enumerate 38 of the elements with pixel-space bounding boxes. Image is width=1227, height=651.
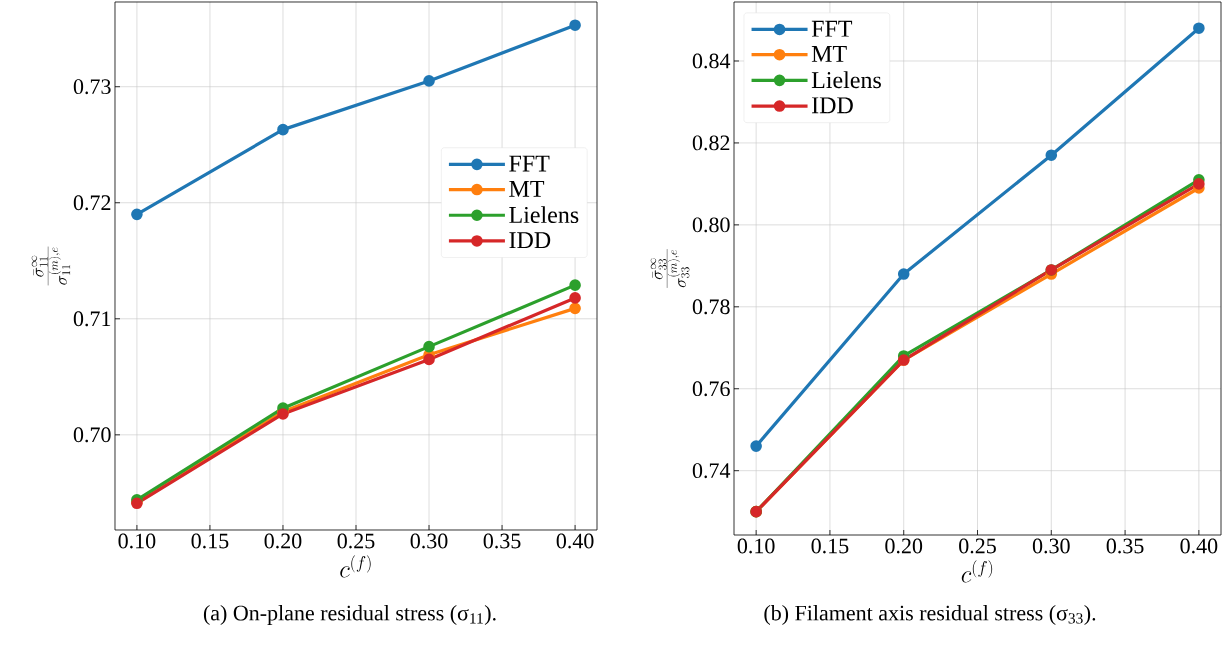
y-tick-label: 0.71 [73,311,111,327]
x-tick-label: 0.40 [1180,538,1218,554]
y-axis-title: $\frac{\bar{\sigma}_{11}^{\infty}}{\sigma_{11}^{(m),e}}$ [31,246,71,286]
x-tick-label: 0.15 [191,533,229,549]
legend-label: MT [811,46,847,62]
x-tick-label: 0.10 [737,538,775,554]
y-tick-label: 0.84 [692,53,731,69]
x-tick-label: 0.10 [118,533,156,549]
y-tick-label: 0.73 [73,79,111,95]
legend-label: MT [509,180,545,197]
text: (a) On-plane residual stress (σ$_{11}$). [203,605,496,625]
x-tick-label: 0.30 [1032,538,1070,554]
legend-label: IDD [812,97,853,114]
x-tick-label: 0.30 [410,533,448,549]
x-axis-title: $c^{(f)}$ [961,560,993,583]
y-tick-label: 0.80 [692,217,730,233]
x-tick-label: 0.40 [556,533,594,549]
y-tick-label: 0.70 [73,427,111,443]
x-tick-label: 0.35 [483,533,521,549]
x-tick-label: 0.25 [337,533,375,549]
x-tick-label: 0.35 [1106,538,1144,554]
legend-label: Lielens [509,206,579,224]
y-tick-label: 0.72 [73,195,111,211]
x-tick-label: 0.20 [264,533,302,549]
legend-label: FFT [509,155,550,172]
y-tick-label: 0.82 [692,135,730,151]
legend-label: IDD [509,232,551,249]
y-tick-label: 0.76 [692,381,730,397]
x-tick-label: 0.15 [811,538,849,554]
y-tick-label: 0.78 [692,299,730,315]
legend-label: FFT [811,20,853,37]
x-tick-label: 0.20 [885,538,923,554]
x-axis-title: $c^{(f)}$ [340,555,371,578]
y-axis-title: $\frac{\bar{\sigma}_{33}^{\infty}}{\sigma_{33}^{(m),e}}$ [650,249,690,288]
legend-label: Lielens [811,71,881,89]
y-tick-label: 0.74 [692,463,731,479]
x-tick-label: 0.25 [959,538,996,554]
text: (b) Filament axis residual stress (σ$_{33}$). [764,605,1096,625]
